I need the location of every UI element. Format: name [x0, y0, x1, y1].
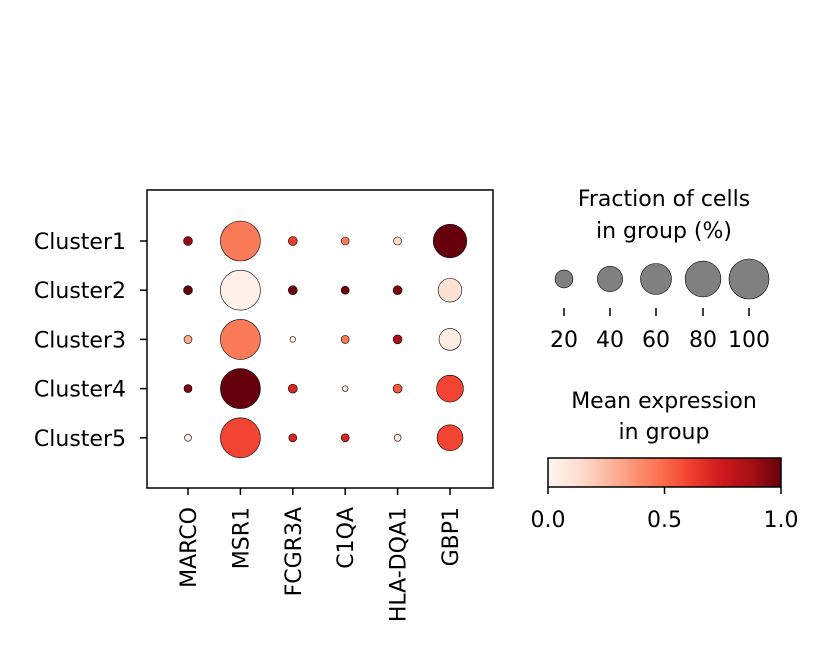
dot-cluster3-msr1 — [220, 319, 261, 360]
dot-cluster5-c1qa — [340, 433, 350, 443]
dot-cluster4-marco — [183, 384, 193, 393]
dot-cluster4-gbp1 — [436, 374, 464, 403]
y-tick-label: Cluster4 — [34, 378, 126, 403]
y-tick-label: Cluster2 — [34, 279, 126, 304]
dot-cluster4-fcgr3a — [288, 383, 298, 394]
dot-cluster4-msr1 — [220, 368, 261, 409]
dot-cluster1-gbp1 — [432, 223, 468, 259]
size-legend: 20 40 60 80 100 — [550, 258, 770, 353]
dot-cluster5-marco — [184, 434, 192, 442]
dot-cluster4-hla-dqa1 — [392, 383, 403, 394]
size-legend-dot — [728, 258, 770, 300]
y-axis: Cluster1 Cluster2 Cluster3 Cluster4 Cluster5 — [34, 230, 147, 452]
dot-cluster3-c1qa — [340, 335, 350, 344]
dot-cluster5-fcgr3a — [288, 433, 298, 443]
x-tick-label: HLA-DQA1 — [387, 507, 412, 622]
x-tick-label: MSR1 — [229, 507, 254, 569]
color-legend-title-line2: in group — [619, 420, 710, 445]
dot-cluster1-msr1 — [220, 220, 261, 262]
x-axis: MARCO MSR1 FCGR3A C1QA HLA-DQA1 GBP1 — [177, 488, 464, 622]
dot-cluster3-marco — [183, 335, 193, 344]
x-tick-label: GBP1 — [439, 507, 464, 566]
colorbar-tick-label: 0.5 — [647, 508, 682, 533]
size-legend-label: 100 — [728, 328, 770, 353]
size-legend-label: 20 — [550, 328, 578, 353]
dot-cluster3-hla-dqa1 — [392, 334, 403, 345]
dot-cluster5-hla-dqa1 — [393, 434, 402, 442]
size-legend-dot — [640, 263, 672, 295]
size-legend-dot — [684, 260, 722, 298]
colorbar-axis: 0.0 0.5 1.0 — [531, 487, 799, 533]
x-tick-label: FCGR3A — [282, 507, 307, 596]
dot-cluster5-msr1 — [220, 417, 261, 459]
dot-cluster2-msr1 — [220, 269, 261, 311]
size-legend-label: 40 — [596, 328, 624, 353]
size-legend-title-line1: Fraction of cells — [578, 187, 750, 212]
y-tick-label: Cluster3 — [34, 328, 126, 353]
colorbar — [547, 457, 782, 488]
y-tick-label: Cluster1 — [34, 230, 126, 255]
x-tick-label: MARCO — [177, 507, 202, 588]
colorbar-tick-label: 0.0 — [531, 508, 566, 533]
dot-cluster1-marco — [183, 236, 193, 246]
size-legend-label: 60 — [642, 328, 670, 353]
size-legend-dot — [597, 266, 623, 292]
dot-cluster2-marco — [183, 285, 193, 295]
dot-cluster1-c1qa — [340, 236, 350, 246]
dot-cluster2-fcgr3a — [288, 285, 298, 295]
dot-cluster2-gbp1 — [437, 278, 463, 303]
y-tick-label: Cluster5 — [34, 427, 126, 452]
x-tick-label: C1QA — [334, 507, 359, 569]
dot-cluster1-fcgr3a — [288, 236, 298, 246]
colorbar-tick-label: 1.0 — [764, 508, 799, 533]
dot-cluster2-hla-dqa1 — [392, 285, 403, 295]
size-legend-label: 80 — [689, 328, 717, 353]
dot-cluster1-hla-dqa1 — [393, 236, 402, 246]
color-legend-title-line1: Mean expression — [571, 389, 757, 414]
size-legend-title-line2: in group (%) — [596, 219, 732, 244]
dot-cluster4-c1qa — [342, 385, 349, 392]
dot-cluster5-gbp1 — [436, 424, 464, 452]
dot-cluster2-c1qa — [340, 285, 350, 295]
dot-matrix — [183, 220, 468, 459]
size-legend-dot — [554, 269, 574, 289]
dot-cluster3-gbp1 — [438, 328, 462, 351]
dot-cluster3-fcgr3a — [289, 336, 296, 343]
